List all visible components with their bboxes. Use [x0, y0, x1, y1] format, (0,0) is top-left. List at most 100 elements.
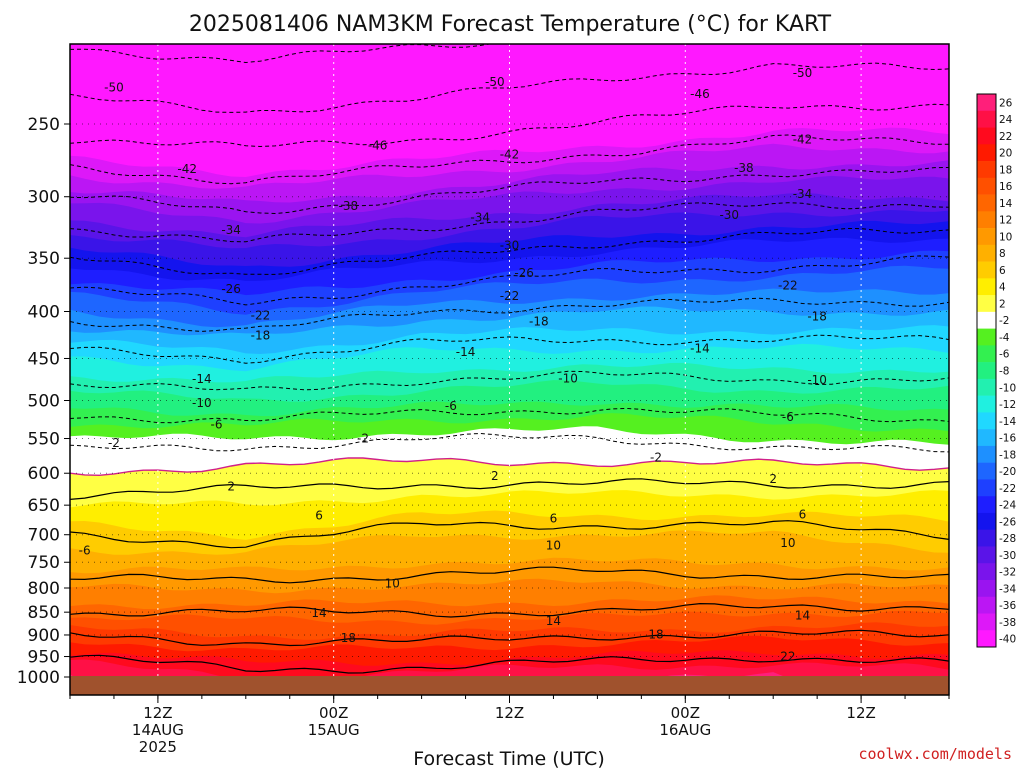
colorbar-label: -38	[999, 617, 1016, 629]
colorbar-cell	[977, 211, 996, 229]
colorbar-cell	[977, 278, 996, 296]
ground-below-surface	[70, 676, 949, 695]
colorbar-cell	[977, 127, 996, 145]
x-tick-label: 00Z	[671, 704, 700, 722]
isotherm-line	[70, 297, 949, 332]
colorbar-label: -6	[999, 349, 1010, 361]
colorbar-frame	[976, 93, 997, 648]
colorbar-label: -10	[999, 382, 1016, 394]
colorbar-cell	[977, 110, 996, 128]
colorbar-cell	[977, 546, 996, 564]
contour-label: 22	[780, 650, 795, 664]
colorbar-cell	[977, 479, 996, 497]
colorbar-label: -40	[999, 634, 1016, 646]
colorbar-cell	[977, 596, 996, 614]
contour-label: -46	[368, 139, 388, 153]
colorbar-cell	[977, 144, 996, 162]
y-axis-ticks: 250 300 350 400 450 500 550 600 650 700 750 800 850 9…	[17, 115, 70, 688]
isotherm-line	[70, 255, 949, 306]
contour-label: -14	[456, 345, 476, 359]
colorbar-cell	[977, 244, 996, 262]
colorbar-cell	[977, 345, 996, 363]
isotherm-line	[70, 167, 949, 215]
contour-label: -10	[192, 396, 212, 410]
contour-label: -42	[793, 133, 813, 147]
colorbar-label: -30	[999, 550, 1016, 562]
contour-label: -10	[558, 371, 578, 385]
y-tick-label: 700	[28, 526, 60, 546]
colorbar-label: -22	[999, 483, 1016, 495]
colorbar-cell	[977, 412, 996, 430]
colorbar-label: -2	[999, 315, 1009, 327]
colorbar-label: -28	[999, 533, 1016, 545]
contour-label: -26	[514, 266, 534, 280]
contour-label: -2	[108, 436, 120, 450]
isotherm-line	[70, 370, 949, 391]
y-tick-label: 550	[28, 430, 60, 450]
temperature-fill-bands	[70, 127, 949, 695]
contour-label: -14	[192, 372, 212, 386]
y-tick-label: 400	[28, 302, 60, 322]
contour-label: -42	[177, 162, 197, 176]
contour-label: -30	[719, 208, 739, 222]
colorbar-label: -16	[999, 433, 1016, 445]
contour-label: -18	[807, 309, 827, 323]
colorbar-cell	[977, 429, 996, 447]
colorbar-cell	[977, 328, 996, 346]
x-tick-label: 12Z	[143, 704, 172, 722]
contour-label: -6	[79, 543, 91, 557]
colorbar-label: 10	[999, 231, 1012, 243]
isotherm-line	[70, 227, 949, 275]
isotherm-line	[70, 334, 949, 364]
contour-label: 18	[341, 631, 356, 645]
contour-label: -18	[251, 329, 271, 343]
contour-label: 2	[769, 472, 777, 486]
isotherm-line	[70, 432, 949, 453]
colorbar-cell	[977, 362, 996, 380]
y-tick-label: 250	[28, 115, 60, 135]
isotherm-line	[70, 44, 493, 64]
isotherm-line	[70, 202, 949, 243]
colorbar-label: 8	[999, 248, 1006, 260]
contour-label: -34	[470, 210, 490, 224]
isotherm-line	[70, 134, 949, 185]
y-tick-label: 850	[28, 603, 60, 623]
colorbar-label: -34	[999, 583, 1016, 595]
colorbar-cell	[977, 613, 996, 631]
colorbar-cell	[977, 496, 996, 514]
contour-label: -2	[650, 451, 662, 465]
plot-area: -50 -50-50-46-46-42-42-42-38-38-34-34-34-…	[70, 44, 949, 695]
contour-label: 6	[550, 511, 558, 525]
contour-label: -50	[793, 66, 813, 80]
contour-label: -42	[500, 148, 520, 162]
colorbar-cell	[977, 529, 996, 547]
source-credit: coolwx.com/models	[858, 745, 1012, 763]
colorbar-cell	[977, 462, 996, 480]
colorbar-label: 12	[999, 215, 1012, 227]
contour-label: 14	[795, 608, 810, 622]
contour-label: 18	[648, 628, 663, 642]
y-tick-label: 750	[28, 553, 60, 573]
colorbar-cell	[977, 94, 996, 112]
contour-label: 10	[780, 536, 795, 550]
contour-label: -50	[104, 80, 124, 94]
x-tick-label: 16AUG	[659, 721, 711, 739]
contour-label: -10	[807, 373, 827, 387]
colorbar-label: -26	[999, 516, 1016, 528]
colorbar-label: 2	[999, 298, 1006, 310]
colorbar-label: 22	[999, 131, 1012, 143]
contour-label: 6	[799, 507, 807, 521]
x-tick-label: 12Z	[495, 704, 524, 722]
colorbar-label: 6	[999, 265, 1006, 277]
colorbar-label: -32	[999, 567, 1016, 579]
colorbar-cell	[977, 194, 996, 212]
colorbar-label: -18	[999, 449, 1016, 461]
contour-label: -34	[221, 223, 241, 237]
colorbar-label: 16	[999, 181, 1013, 193]
contour-label: -38	[339, 199, 359, 213]
contour-label: -6	[445, 399, 457, 413]
colorbar-cell	[977, 177, 996, 195]
contour-label: -18	[529, 314, 549, 328]
chart-title: 2025081406 NAM3KM Forecast Temperature (…	[189, 12, 832, 37]
